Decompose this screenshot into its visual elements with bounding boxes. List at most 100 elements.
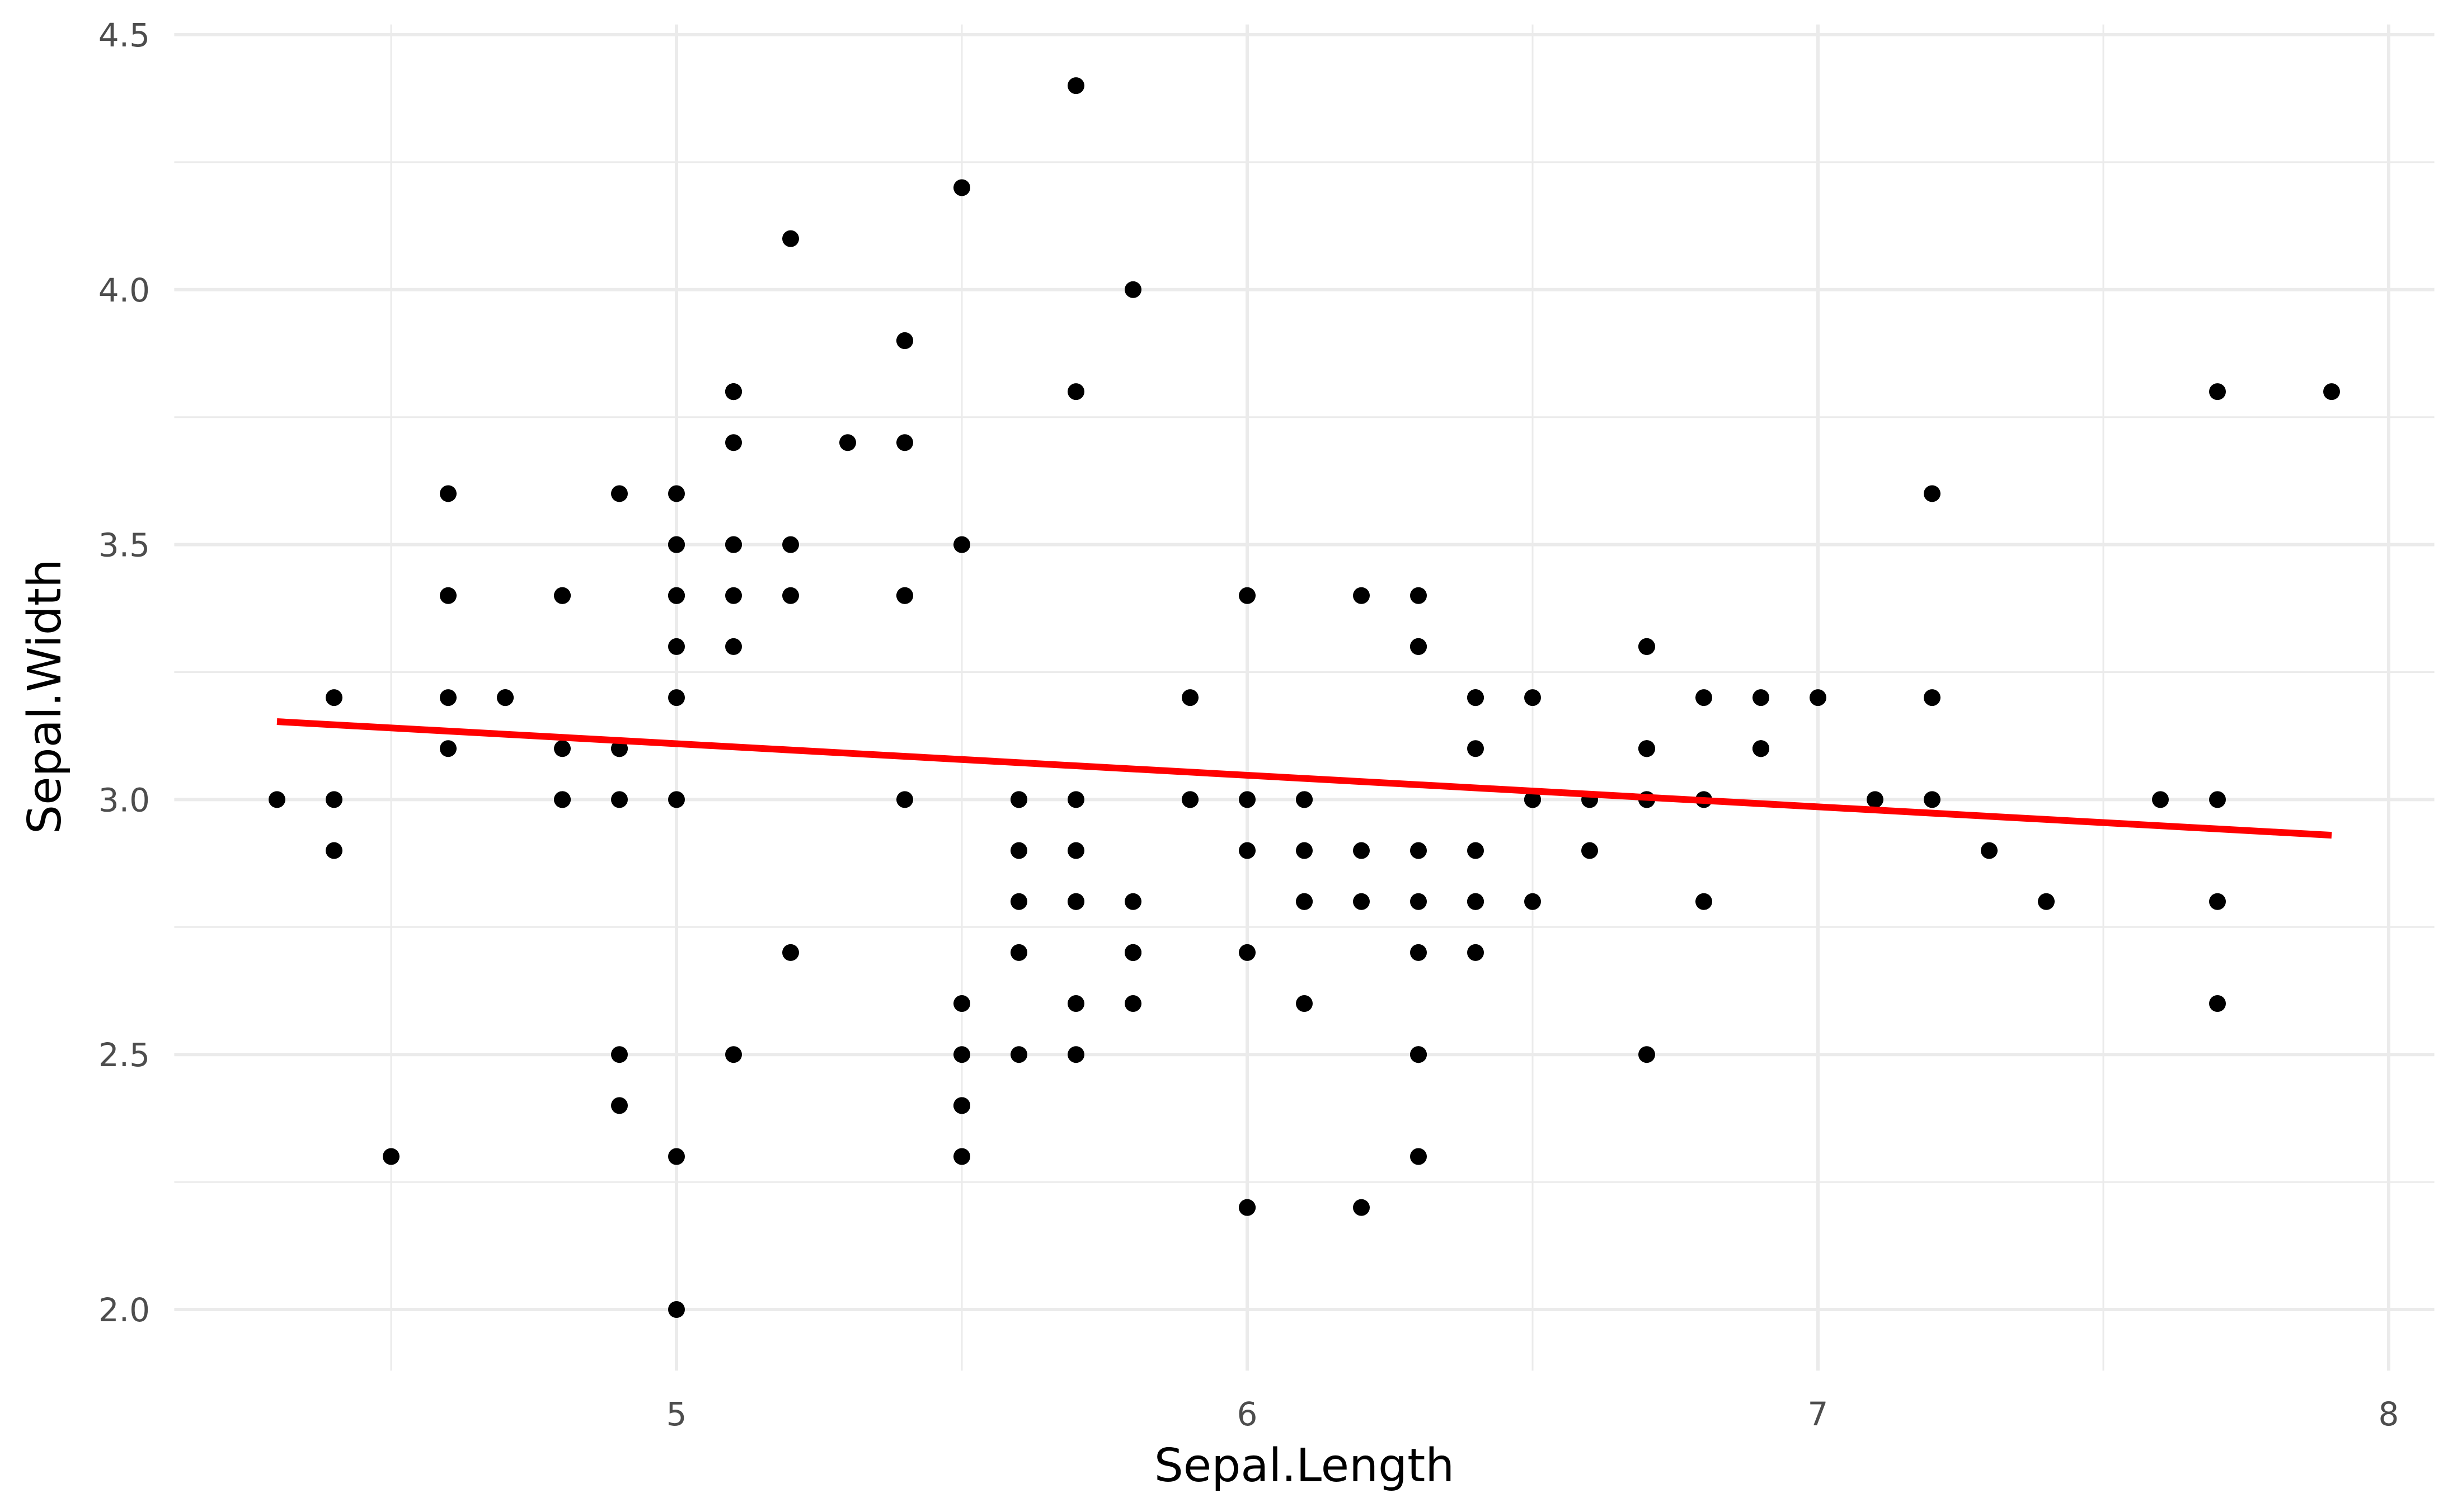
data-point [953,1148,970,1165]
data-point [1353,893,1370,910]
data-point [1068,383,1084,401]
data-point [1125,944,1141,961]
x-axis-ticks: 5 6 7 8 [666,1395,2399,1433]
data-point [1125,893,1141,910]
data-point [1011,791,1027,808]
data-point [1011,893,1027,910]
data-point [668,1148,685,1165]
data-point [2209,893,2226,910]
x-tick-label: 5 [666,1395,687,1433]
data-point [1068,77,1084,95]
data-point [554,740,571,757]
data-point [782,536,799,553]
data-point [2209,383,2226,401]
data-point [725,383,742,401]
data-point [1981,842,1998,859]
data-point [1581,842,1598,859]
data-point [839,434,856,451]
y-axis-ticks: 2.0 2.5 3.0 3.5 4.0 4.5 [98,16,150,1329]
data-points [269,77,2340,1318]
data-point [1524,791,1541,808]
data-point [1867,791,1883,808]
data-point [725,587,742,604]
data-point [554,791,571,808]
data-point [1467,893,1484,910]
data-point [1638,638,1655,655]
data-point [2323,383,2340,401]
x-tick-label: 7 [1808,1395,1829,1433]
data-point [1467,842,1484,859]
data-point [782,230,799,247]
data-point [953,1046,970,1063]
data-point [1410,944,1427,961]
data-point [1467,740,1484,757]
data-point [1410,893,1427,910]
data-point [1410,587,1427,604]
data-point [2038,893,2055,910]
data-point [1353,587,1370,604]
data-point [326,791,342,808]
data-point [668,791,685,808]
data-point [782,944,799,961]
data-point [1125,281,1141,298]
data-point [1182,791,1199,808]
data-point [440,587,457,604]
data-point [953,536,970,553]
data-point [1068,893,1084,910]
data-point [2209,791,2226,808]
minor-gridlines [174,24,2435,1371]
data-point [1011,842,1027,859]
data-point [611,1097,628,1114]
data-point [1410,1148,1427,1165]
data-point [1068,842,1084,859]
x-axis-title: Sepal.Length [1154,1439,1454,1492]
regression-line [276,718,2332,839]
x-tick-label: 8 [2379,1395,2399,1433]
y-tick-label: 4.0 [98,271,150,309]
data-point [1239,791,1256,808]
y-tick-label: 2.5 [98,1036,150,1074]
data-point [1239,842,1256,859]
data-point [1410,638,1427,655]
data-point [896,587,913,604]
data-point [668,689,685,706]
data-point [383,1148,400,1165]
data-point [668,485,685,502]
data-point [782,587,799,604]
data-point [440,740,457,757]
data-point [269,791,285,808]
data-point [725,638,742,655]
data-point [1068,995,1084,1012]
data-point [326,689,342,706]
data-point [1752,740,1769,757]
data-point [1296,842,1313,859]
data-point [725,434,742,451]
data-point [1524,893,1541,910]
data-point [1125,995,1141,1012]
data-point [725,536,742,553]
data-point [1239,587,1256,604]
data-point [1467,689,1484,706]
y-tick-label: 3.0 [98,781,150,819]
data-point [1924,791,1940,808]
x-tick-label: 6 [1237,1395,1258,1433]
data-point [1296,791,1313,808]
y-tick-label: 2.0 [98,1291,150,1329]
data-point [1638,1046,1655,1063]
data-point [1638,740,1655,757]
data-point [1924,485,1940,502]
data-point [1410,1046,1427,1063]
data-point [1068,1046,1084,1063]
data-point [1924,689,1940,706]
data-point [668,1301,685,1318]
data-point [1810,689,1826,706]
data-point [668,638,685,655]
data-point [1524,689,1541,706]
data-point [554,587,571,604]
data-point [611,485,628,502]
data-point [1695,893,1712,910]
data-point [611,1046,628,1063]
data-point [668,587,685,604]
data-point [2152,791,2169,808]
